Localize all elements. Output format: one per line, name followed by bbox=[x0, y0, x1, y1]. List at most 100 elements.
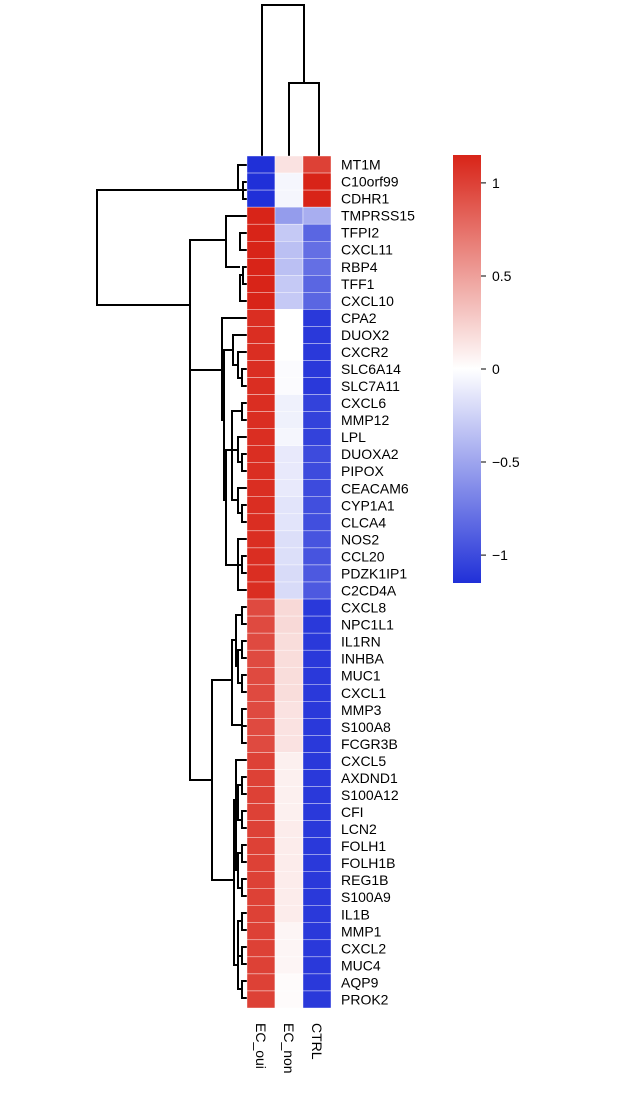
heatmap-cell bbox=[302, 309, 332, 327]
row-label: MUC1 bbox=[341, 668, 381, 684]
heatmap-cell bbox=[246, 240, 276, 259]
heatmap-cell bbox=[274, 530, 304, 549]
heatmap-cell bbox=[246, 837, 276, 855]
heatmap-cell bbox=[274, 428, 304, 446]
heatmap-cell bbox=[302, 172, 332, 191]
heatmap-cell bbox=[274, 598, 304, 617]
column-label: EC_oui bbox=[253, 1023, 269, 1069]
legend-tick-label: 0 bbox=[492, 361, 500, 377]
heatmap-cell bbox=[302, 411, 332, 429]
heatmap-cell bbox=[302, 649, 332, 668]
heatmap-cell bbox=[274, 820, 304, 838]
heatmap-cell bbox=[246, 632, 276, 651]
heatmap-cell bbox=[302, 990, 332, 1009]
row-label: MT1M bbox=[341, 157, 381, 173]
heatmap-cell bbox=[274, 445, 304, 463]
heatmap-cell bbox=[302, 939, 332, 958]
heatmap-cell bbox=[246, 547, 276, 566]
row-label: S100A8 bbox=[341, 719, 391, 735]
heatmap-cell bbox=[274, 411, 304, 429]
row-label: CLCA4 bbox=[341, 514, 386, 530]
heatmap-cell bbox=[274, 684, 304, 702]
heatmap-cell bbox=[274, 667, 304, 685]
row-label: C2CD4A bbox=[341, 583, 397, 599]
heatmap-cell bbox=[246, 735, 276, 753]
heatmap-cell bbox=[246, 615, 276, 634]
row-label: CYP1A1 bbox=[341, 497, 395, 513]
legend-tick-label: 0.5 bbox=[492, 268, 512, 284]
row-label: CPA2 bbox=[341, 310, 377, 326]
heatmap-cell bbox=[302, 598, 332, 617]
heatmap-cell bbox=[302, 684, 332, 702]
heatmap-cell bbox=[246, 871, 276, 889]
heatmap-cell bbox=[274, 718, 304, 736]
heatmap-cell bbox=[246, 564, 276, 583]
row-label: LCN2 bbox=[341, 821, 377, 837]
heatmap-cell bbox=[274, 786, 304, 804]
row-label: CXCL2 bbox=[341, 940, 386, 956]
heatmap-cell bbox=[246, 479, 276, 498]
heatmap-cell bbox=[274, 326, 304, 344]
heatmap-cell bbox=[246, 956, 276, 975]
heatmap-cell bbox=[246, 496, 276, 515]
heatmap-cell bbox=[302, 445, 332, 463]
heatmap-cell bbox=[302, 564, 332, 583]
heatmap-cell bbox=[302, 240, 332, 259]
column-label: EC_non bbox=[281, 1023, 297, 1074]
heatmap-cell bbox=[246, 343, 276, 361]
row-label: CXCR2 bbox=[341, 344, 389, 360]
heatmap-cell bbox=[302, 275, 332, 293]
heatmap-cell bbox=[302, 479, 332, 498]
heatmap-cell bbox=[274, 547, 304, 566]
legend-tick-label: −1 bbox=[492, 547, 508, 563]
heatmap-cell bbox=[274, 564, 304, 583]
heatmap-cell bbox=[246, 155, 276, 174]
heatmap-cell bbox=[246, 360, 276, 378]
heatmap-cell bbox=[246, 326, 276, 344]
heatmap-cell bbox=[246, 172, 276, 191]
heatmap-cell bbox=[302, 530, 332, 549]
heatmap-cell bbox=[246, 820, 276, 838]
row-label: TFPI2 bbox=[341, 225, 379, 241]
heatmap-cell bbox=[274, 206, 304, 225]
heatmap-cell bbox=[274, 360, 304, 378]
heatmap-cell bbox=[302, 206, 332, 225]
row-label: FOLH1B bbox=[341, 855, 395, 871]
heatmap-cell bbox=[302, 513, 332, 532]
heatmap-cell bbox=[246, 189, 276, 208]
row-label: RBP4 bbox=[341, 259, 378, 275]
heatmap-cell bbox=[274, 735, 304, 753]
heatmap-cell bbox=[274, 871, 304, 889]
row-label: NOS2 bbox=[341, 531, 379, 547]
row-label: CFI bbox=[341, 804, 364, 820]
row-label: AQP9 bbox=[341, 974, 379, 990]
heatmap-cell bbox=[274, 888, 304, 906]
heatmap-cell bbox=[302, 905, 332, 924]
heatmap-cell bbox=[302, 189, 332, 208]
heatmap-cell bbox=[246, 445, 276, 463]
heatmap-cell bbox=[302, 888, 332, 906]
heatmap-cell bbox=[246, 377, 276, 395]
row-label: DUOX2 bbox=[341, 327, 389, 343]
row-label: MMP1 bbox=[341, 923, 382, 939]
row-labels: MT1MC10orf99CDHR1TMPRSS15TFPI2CXCL11RBP4… bbox=[341, 157, 415, 1008]
heatmap-cells bbox=[246, 155, 332, 1009]
row-label: LPL bbox=[341, 429, 366, 445]
heatmap-cell bbox=[302, 632, 332, 651]
heatmap-cell bbox=[246, 667, 276, 685]
heatmap-cell bbox=[302, 223, 332, 242]
heatmap-cell bbox=[302, 769, 332, 787]
heatmap-cell bbox=[302, 615, 332, 634]
heatmap-cell bbox=[302, 820, 332, 838]
row-label: PROK2 bbox=[341, 991, 389, 1007]
heatmap-cell bbox=[246, 939, 276, 958]
heatmap-cell bbox=[302, 326, 332, 344]
column-labels: EC_oui EC_non CTRL bbox=[253, 1023, 325, 1074]
heatmap-cell bbox=[246, 769, 276, 787]
heatmap-cell bbox=[246, 258, 276, 276]
heatmap-cell bbox=[246, 922, 276, 941]
heatmap-cell bbox=[302, 837, 332, 855]
heatmap-cell bbox=[302, 394, 332, 412]
heatmap-cell bbox=[302, 377, 332, 395]
